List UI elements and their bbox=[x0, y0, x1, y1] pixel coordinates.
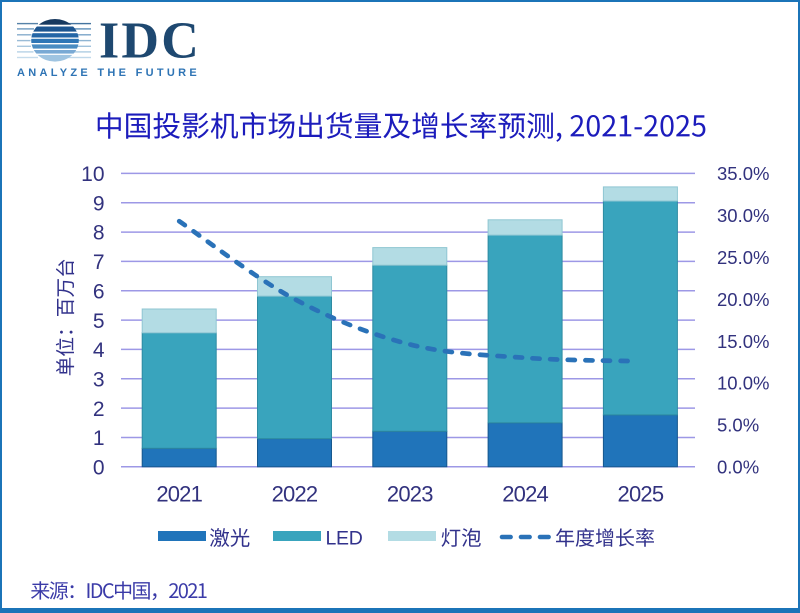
svg-text:10.0%: 10.0% bbox=[717, 373, 769, 394]
svg-text:25.0%: 25.0% bbox=[717, 247, 769, 268]
svg-text:LED: LED bbox=[326, 528, 363, 550]
svg-text:ANALYZE THE FUTURE: ANALYZE THE FUTURE bbox=[17, 67, 200, 79]
svg-text:2024: 2024 bbox=[502, 482, 548, 507]
svg-text:8: 8 bbox=[93, 222, 105, 245]
svg-text:6: 6 bbox=[93, 280, 105, 303]
svg-text:7: 7 bbox=[93, 251, 105, 274]
svg-text:15.0%: 15.0% bbox=[717, 331, 769, 352]
svg-text:0.0%: 0.0% bbox=[717, 457, 759, 478]
svg-text:30.0%: 30.0% bbox=[717, 205, 769, 226]
svg-text:35.0%: 35.0% bbox=[717, 163, 769, 184]
svg-text:5.0%: 5.0% bbox=[717, 415, 759, 436]
svg-text:2025: 2025 bbox=[618, 482, 664, 507]
svg-text:0: 0 bbox=[93, 456, 105, 479]
svg-text:2022: 2022 bbox=[272, 482, 318, 507]
svg-text:10: 10 bbox=[81, 163, 104, 186]
svg-text:4: 4 bbox=[93, 339, 105, 362]
svg-text:1: 1 bbox=[93, 427, 105, 450]
svg-text:20.0%: 20.0% bbox=[717, 289, 769, 310]
svg-text:IDC: IDC bbox=[99, 13, 201, 70]
svg-text:9: 9 bbox=[93, 192, 105, 215]
svg-text:2021: 2021 bbox=[156, 482, 202, 507]
svg-text:3: 3 bbox=[93, 368, 105, 391]
svg-text:5: 5 bbox=[93, 310, 105, 333]
svg-text:2023: 2023 bbox=[387, 482, 433, 507]
svg-text:2: 2 bbox=[93, 398, 105, 421]
